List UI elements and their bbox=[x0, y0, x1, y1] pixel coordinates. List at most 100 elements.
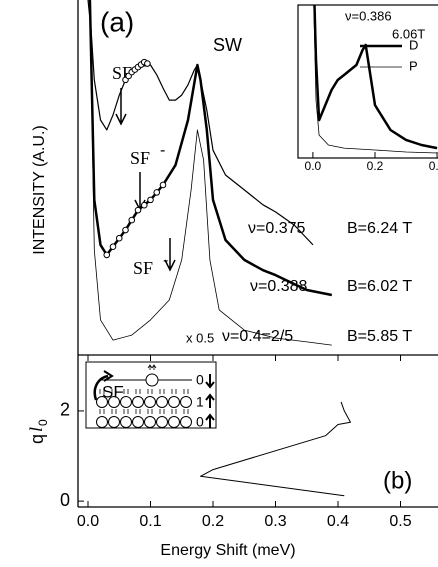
y-tick-label: 0 bbox=[60, 490, 70, 510]
x-tick-label: 0.0 bbox=[305, 159, 322, 173]
spin-arrow bbox=[99, 389, 105, 394]
plot-area bbox=[200, 401, 351, 497]
diagram-text: 1 bbox=[196, 394, 204, 410]
panel-label: (a) bbox=[100, 6, 134, 37]
data-point bbox=[159, 181, 167, 189]
annotation: - bbox=[160, 142, 165, 159]
spin-arrow bbox=[135, 389, 141, 394]
spin-up bbox=[205, 413, 215, 428]
annotation: SF bbox=[130, 148, 150, 168]
x-tick-label: 0.2 bbox=[367, 159, 384, 173]
spin-down bbox=[205, 374, 215, 389]
electron bbox=[108, 396, 120, 408]
plot-area bbox=[313, 5, 438, 154]
diagram-text: 0 bbox=[196, 414, 204, 430]
spin-arrow bbox=[135, 409, 141, 414]
electron-row bbox=[96, 389, 192, 428]
annotation: ν=0.375 bbox=[248, 220, 305, 237]
data-point bbox=[140, 201, 148, 209]
inset-frame bbox=[297, 4, 438, 159]
electron bbox=[145, 373, 159, 387]
data-line bbox=[313, 5, 438, 150]
spin-arrow bbox=[147, 389, 153, 394]
flip-arrow bbox=[103, 370, 114, 382]
spin-up bbox=[205, 393, 215, 408]
spin-arrow bbox=[183, 409, 189, 414]
arrow bbox=[164, 238, 176, 272]
data-point bbox=[115, 234, 123, 242]
electron bbox=[96, 416, 108, 428]
data-line bbox=[87, 0, 314, 246]
electron bbox=[96, 396, 108, 408]
y-axis-label-part: q bbox=[27, 434, 47, 444]
electron bbox=[156, 416, 168, 428]
electron bbox=[144, 396, 156, 408]
x-axis-label: Energy Shift (meV) bbox=[160, 542, 295, 559]
annotation: ν=0.4=2/5 bbox=[222, 328, 293, 345]
electron bbox=[168, 416, 180, 428]
y-axis-label-part: 0 bbox=[36, 419, 50, 426]
electron bbox=[180, 396, 192, 408]
y-tick-label: 2 bbox=[60, 400, 70, 420]
data-point bbox=[153, 189, 161, 196]
data-point bbox=[134, 206, 142, 214]
data-line bbox=[313, 5, 438, 154]
y-axis-label: q l 0 bbox=[26, 419, 50, 444]
x-tick-label: 0.5 bbox=[389, 513, 411, 530]
spin-arrow bbox=[171, 389, 177, 394]
data-line bbox=[88, 0, 333, 297]
x-tick-label: 0.1 bbox=[139, 513, 161, 530]
spin-arrow bbox=[123, 409, 129, 414]
x-tick-label: 0.4 bbox=[429, 159, 438, 173]
spin-arrow bbox=[159, 409, 165, 414]
spin-arrow bbox=[111, 389, 117, 394]
arrow bbox=[115, 88, 127, 126]
inset-text: 6.06T bbox=[392, 26, 425, 41]
spin-arrow bbox=[183, 389, 189, 394]
data-point bbox=[109, 243, 117, 251]
x-tick-label: 0.4 bbox=[327, 513, 349, 530]
electron bbox=[108, 416, 120, 428]
data-point bbox=[147, 196, 154, 204]
spin-arrow bbox=[99, 409, 105, 414]
electron bbox=[156, 396, 168, 408]
annotation: B=5.85 T bbox=[347, 328, 412, 345]
legend-label: P bbox=[409, 58, 418, 73]
annotation: SF bbox=[133, 258, 153, 278]
x-tick-label: 0.0 bbox=[77, 513, 99, 530]
annotation: B=6.24 T bbox=[347, 220, 412, 237]
electron bbox=[132, 396, 144, 408]
electron bbox=[120, 416, 132, 428]
y-axis-label-part: l bbox=[26, 427, 46, 432]
data-point bbox=[144, 60, 151, 67]
flip-arrow bbox=[93, 374, 109, 401]
electron bbox=[180, 416, 192, 428]
spin-arrow bbox=[123, 389, 129, 394]
legend-label: D bbox=[409, 37, 418, 52]
annotation: - bbox=[142, 57, 147, 74]
data-line bbox=[89, 0, 332, 346]
panel-label: (b) bbox=[383, 467, 412, 494]
electron bbox=[120, 396, 132, 408]
electron bbox=[132, 416, 144, 428]
data-point bbox=[103, 251, 111, 259]
x-tick-label: 0.2 bbox=[202, 513, 224, 530]
inset-text: ν=0.386 bbox=[345, 8, 392, 23]
spin-arrow bbox=[171, 409, 177, 414]
y-axis-label: INTENSITY (A.U.) bbox=[31, 125, 48, 255]
spin-arrow bbox=[147, 364, 157, 370]
spin-arrow bbox=[147, 409, 153, 414]
spin-arrow bbox=[111, 409, 117, 414]
annotation: SW bbox=[213, 35, 242, 55]
spin-arrow bbox=[159, 389, 165, 394]
x-tick-label: 0.3 bbox=[264, 513, 286, 530]
annotation: B=6.02 T bbox=[347, 278, 412, 295]
diagram-text: SF bbox=[102, 382, 124, 401]
electron bbox=[144, 416, 156, 428]
level-diagram: SF 0 1 0 bbox=[85, 361, 217, 430]
diagram-text: 0 bbox=[196, 372, 204, 388]
annotation: x 0.5 bbox=[186, 330, 214, 345]
data-line bbox=[200, 401, 351, 497]
